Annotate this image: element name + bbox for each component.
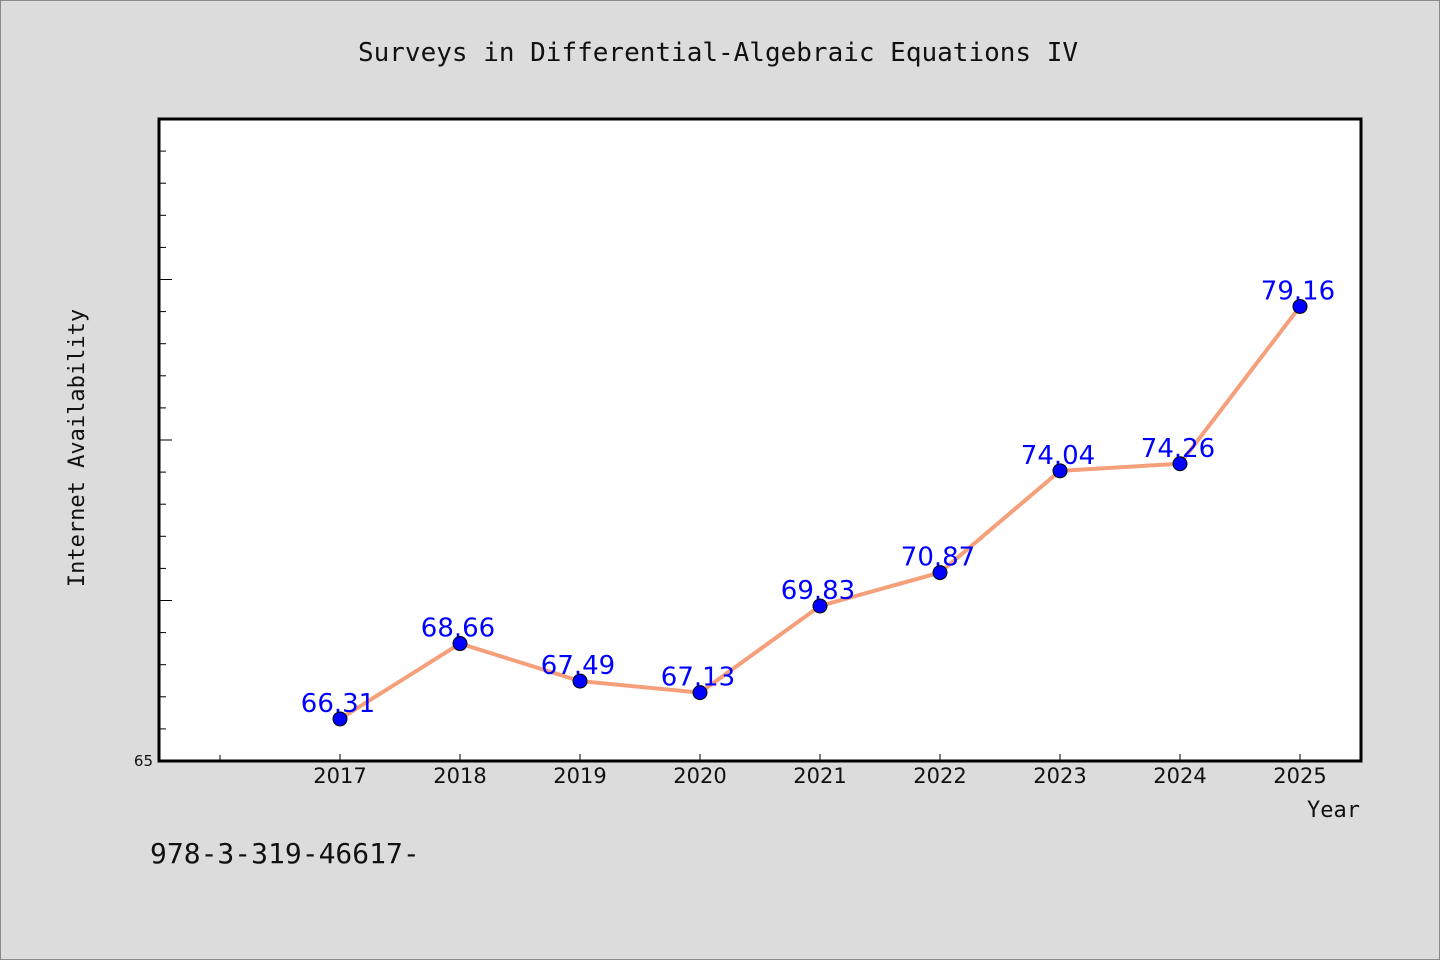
- data-labels: 66.31 68.66 67.49 67.13 69.83 70.87 74.04 74.26…: [301, 276, 1335, 718]
- data-label: 67.13: [661, 663, 735, 693]
- x-tick-label: 2017: [313, 764, 366, 788]
- data-point: [692, 685, 708, 701]
- x-tick-label: 2021: [793, 764, 846, 788]
- y-axis-ticks: [159, 150, 172, 730]
- data-point: [452, 636, 468, 652]
- data-label: 70.87: [901, 543, 975, 573]
- x-axis-label: Year: [1307, 798, 1360, 823]
- data-label: 66.31: [301, 689, 375, 719]
- data-point: [332, 711, 348, 727]
- y-axis-label: Internet Availability: [65, 309, 90, 587]
- data-point: [812, 598, 828, 614]
- y-tick-label-65: 65: [134, 752, 153, 770]
- plot-area: [157, 117, 1363, 763]
- x-tick-label: 2019: [553, 764, 606, 788]
- x-tick-label: 2018: [433, 764, 486, 788]
- data-label: 69.83: [781, 576, 855, 606]
- data-point: [572, 673, 588, 689]
- data-point: [1172, 456, 1188, 472]
- x-tick-label: 2025: [1273, 764, 1326, 788]
- x-tick-label: 2020: [673, 764, 726, 788]
- data-label: 79.16: [1261, 276, 1335, 306]
- data-label: 74.26: [1141, 434, 1215, 464]
- data-point: [932, 565, 948, 581]
- x-axis-ticks: [219, 754, 1301, 761]
- chart-title: Surveys in Differential-Algebraic Equati…: [358, 38, 1078, 68]
- data-label: 67.49: [541, 651, 615, 681]
- x-tick-label: 2024: [1153, 764, 1206, 788]
- x-tick-label: 2022: [913, 764, 966, 788]
- data-point: [1052, 463, 1068, 479]
- data-point: [1292, 298, 1308, 314]
- footnote-isbn: 978-3-319-46617-: [150, 837, 420, 870]
- data-label: 74.04: [1021, 441, 1095, 471]
- x-axis-tick-labels: 2017 2018 2019 2020 2021 2022 2023 2024 2025: [313, 764, 1326, 788]
- series-markers: [332, 298, 1308, 727]
- data-label: 68.66: [421, 614, 495, 644]
- x-tick-label: 2023: [1033, 764, 1086, 788]
